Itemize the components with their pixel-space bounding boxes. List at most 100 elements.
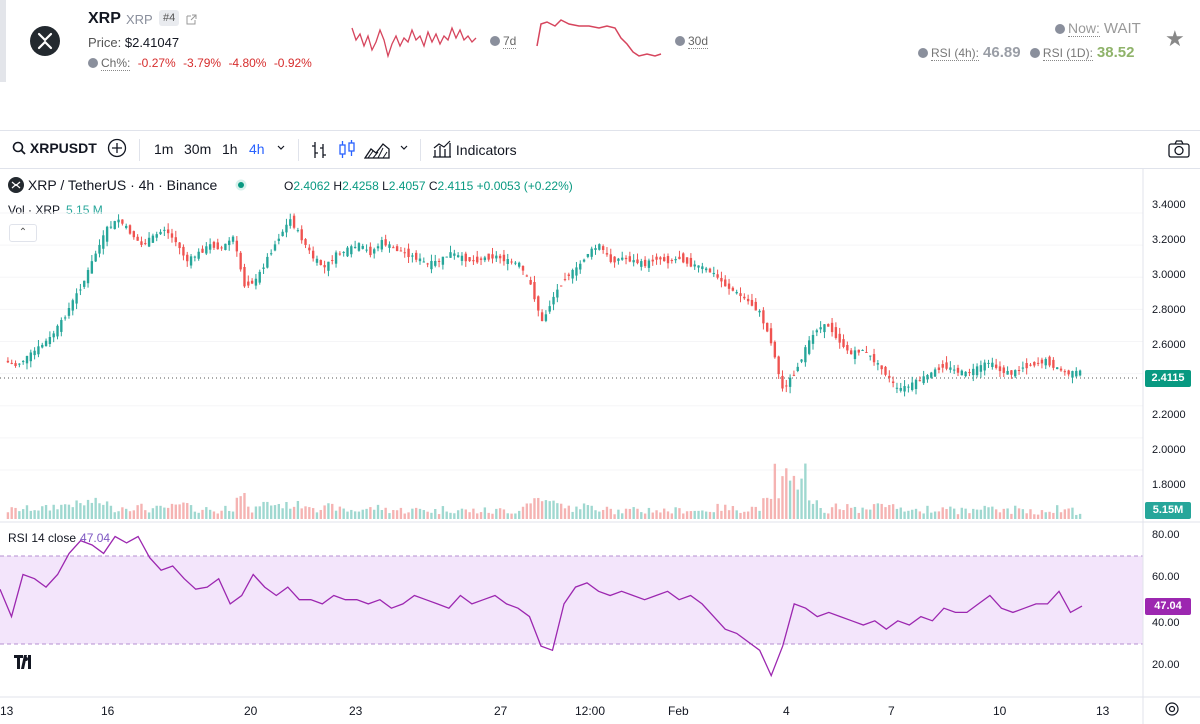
candle-body bbox=[762, 310, 765, 324]
info-icon[interactable] bbox=[1055, 24, 1065, 34]
volume-bar bbox=[29, 510, 32, 519]
candle-body bbox=[392, 247, 395, 249]
rsi-legend[interactable]: RSI 14 close 47.04 bbox=[8, 531, 111, 545]
volume-bar bbox=[392, 509, 395, 519]
volume-bar bbox=[1078, 513, 1082, 519]
volume-bar bbox=[178, 504, 181, 519]
volume-bar bbox=[311, 508, 315, 519]
candle-body bbox=[529, 279, 532, 285]
volume-bar bbox=[521, 506, 525, 519]
volume-bar bbox=[617, 509, 620, 519]
interval-1h[interactable]: 1h bbox=[222, 141, 238, 157]
volume-bar bbox=[846, 504, 849, 519]
volume-bar bbox=[231, 511, 235, 519]
volume-bar bbox=[197, 512, 200, 519]
chart-type-chevron-icon[interactable] bbox=[399, 139, 409, 155]
candle-body bbox=[617, 258, 620, 261]
volume-bar bbox=[1071, 507, 1074, 519]
candle-body bbox=[773, 341, 777, 358]
candle-body bbox=[502, 254, 506, 262]
xrp-small-logo-icon bbox=[8, 177, 24, 193]
volume-bar bbox=[277, 503, 280, 519]
candle-body bbox=[796, 366, 799, 371]
candle-body bbox=[159, 231, 162, 235]
interval-dropdown-chevron-icon[interactable] bbox=[276, 139, 286, 155]
candle-body bbox=[201, 248, 204, 253]
volume-bar bbox=[682, 513, 685, 519]
rsi-tick: 60.00 bbox=[1152, 571, 1180, 583]
candle-body bbox=[37, 346, 40, 355]
info-icon[interactable] bbox=[88, 58, 98, 68]
bars-style-icon[interactable] bbox=[310, 140, 328, 163]
candle-body bbox=[1048, 356, 1051, 366]
coin-name[interactable]: XRP bbox=[88, 10, 121, 27]
tradingview-logo-icon[interactable] bbox=[14, 653, 38, 674]
interval-1m[interactable]: 1m bbox=[154, 141, 174, 157]
candle-body bbox=[407, 248, 410, 258]
volume-bar bbox=[151, 508, 155, 519]
volume-bar bbox=[636, 508, 639, 519]
volume-bar bbox=[510, 513, 513, 519]
candle-body bbox=[102, 235, 105, 249]
volume-bar bbox=[437, 514, 441, 519]
volume-bar bbox=[426, 511, 429, 519]
volume-bar bbox=[182, 502, 185, 519]
candle-body bbox=[785, 385, 788, 387]
sparkline-30d bbox=[536, 19, 662, 57]
volume-bar bbox=[651, 512, 654, 519]
series-title[interactable]: XRP / TetherUS · 4h · Binance bbox=[27, 177, 218, 193]
candle-body bbox=[884, 366, 887, 375]
candle-body bbox=[514, 262, 517, 264]
collapse-legend-chevron-icon[interactable]: ⌃ bbox=[9, 224, 37, 242]
volume-bar bbox=[937, 511, 941, 519]
candle-body bbox=[285, 224, 288, 233]
info-icon[interactable] bbox=[1029, 48, 1040, 58]
settings-gear-icon[interactable] bbox=[1164, 701, 1180, 722]
volume-bar bbox=[533, 498, 536, 519]
candle-body bbox=[1025, 362, 1028, 369]
candle-body bbox=[418, 258, 422, 262]
volume-bar bbox=[384, 507, 387, 519]
time-tick: 20 bbox=[244, 704, 258, 718]
sparkline-7d-label[interactable]: 7d bbox=[490, 34, 517, 49]
area-style-icon[interactable] bbox=[363, 140, 390, 163]
candle-body bbox=[1071, 371, 1074, 378]
candle-body bbox=[582, 259, 586, 262]
external-link-icon[interactable] bbox=[186, 12, 197, 30]
compare-add-icon[interactable] bbox=[107, 138, 127, 161]
candle-body bbox=[453, 253, 456, 256]
sparkline-30d-label[interactable]: 30d bbox=[675, 34, 709, 49]
volume-bar bbox=[754, 506, 757, 519]
volume-bar bbox=[52, 504, 55, 519]
candle-body bbox=[1014, 370, 1017, 377]
interval-30m[interactable]: 30m bbox=[184, 141, 212, 157]
camera-icon[interactable] bbox=[1168, 139, 1190, 162]
candle-body bbox=[25, 355, 29, 364]
candle-body bbox=[231, 236, 235, 242]
interval-4h[interactable]: 4h bbox=[249, 141, 265, 157]
volume-bar bbox=[891, 504, 895, 519]
candle-body bbox=[720, 278, 723, 282]
volume-bar bbox=[804, 463, 807, 519]
indicators-button[interactable]: Indicators bbox=[432, 140, 517, 158]
candle-body bbox=[121, 219, 124, 224]
volume-bar bbox=[762, 498, 765, 519]
candle-body bbox=[189, 256, 193, 266]
rsi-tick: 20.00 bbox=[1152, 659, 1180, 671]
volume-bar bbox=[529, 503, 532, 519]
volume-bar bbox=[10, 507, 13, 519]
candle-body bbox=[533, 282, 536, 300]
volume-bar bbox=[292, 506, 296, 519]
candles-style-icon[interactable] bbox=[338, 140, 356, 163]
candle-body bbox=[693, 264, 696, 267]
candle-body bbox=[437, 260, 441, 262]
favorite-star-icon[interactable]: ★ bbox=[1165, 26, 1185, 51]
candle-body bbox=[880, 365, 883, 370]
volume-bar bbox=[1036, 514, 1040, 519]
volume-bar bbox=[594, 510, 597, 519]
market-status-icon bbox=[235, 179, 247, 191]
info-icon[interactable] bbox=[918, 48, 928, 58]
volume-bar bbox=[674, 507, 677, 519]
symbol-search[interactable]: XRPUSDT bbox=[12, 140, 97, 156]
chart-canvas[interactable] bbox=[0, 131, 1200, 724]
